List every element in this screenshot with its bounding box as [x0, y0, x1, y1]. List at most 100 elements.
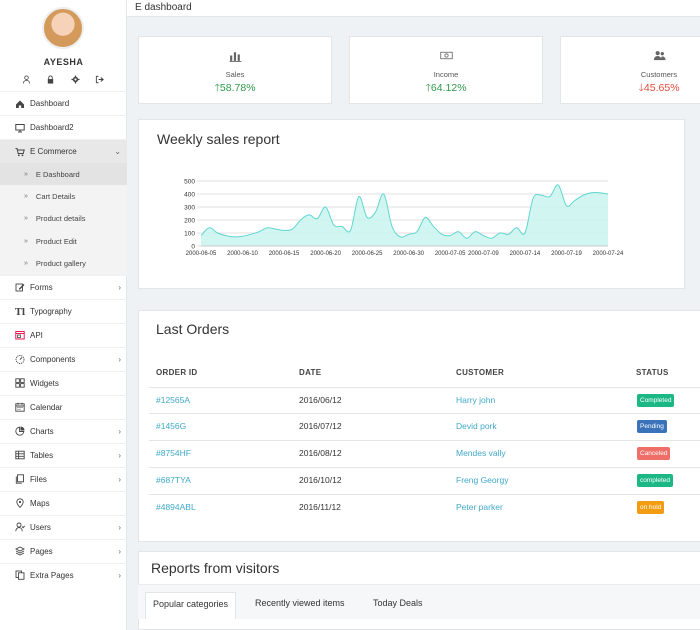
customer-link[interactable]: Peter parker: [456, 502, 503, 512]
sales-title: Weekly sales report: [157, 131, 280, 147]
stat-label: Customers: [640, 70, 678, 79]
submenu-item-label: Product details: [35, 214, 86, 224]
sidebar: AYESHA Dashboard Dashboard2 E Commerce ⌄ » E …: [0, 0, 127, 630]
submenu-item-e-dashboard[interactable]: » E Dashboard: [0, 163, 127, 186]
sidebar-item-e-commerce[interactable]: E Commerce ⌄: [0, 139, 127, 163]
order-date: 2016/08/12: [299, 448, 342, 458]
sidebar-item-typography[interactable]: Tl Typography: [0, 298, 127, 323]
tab-today-deals[interactable]: Today Deals: [373, 598, 423, 608]
order-date: 2016/06/12: [299, 395, 342, 405]
status-badge: on hold: [637, 501, 665, 514]
sidebar-item-users[interactable]: Users ›: [0, 514, 127, 539]
series-line: [200, 184, 609, 239]
submenu-item-product-edit[interactable]: » Product Edit: [0, 230, 127, 253]
chevron-right-icon: ›: [118, 570, 121, 580]
stat-value: 🡑64.12%: [425, 82, 467, 94]
y-tick-label: 500: [184, 179, 195, 186]
order-id-link[interactable]: #8754HF: [156, 448, 191, 458]
lock-icon[interactable]: [45, 73, 57, 85]
chevron-right-icon: ›: [118, 354, 121, 364]
sidebar-item-charts[interactable]: Charts ›: [0, 418, 127, 443]
submenu-item-label: Product Edit: [35, 236, 77, 246]
double-chevron-icon: »: [24, 193, 28, 201]
stat-value: 🡓45.65%: [638, 82, 680, 94]
stat-label: Sales: [225, 70, 245, 79]
order-date: 2016/11/12: [299, 502, 341, 512]
series-area: [201, 184, 608, 246]
y-tick-label: 300: [184, 205, 195, 212]
sidebar-item-files[interactable]: Files ›: [0, 466, 127, 491]
sidebar-item-label: Pages: [30, 546, 53, 556]
svg-text:Tl: Tl: [15, 308, 25, 316]
sidebar-item-extra-pages[interactable]: Extra Pages ›: [0, 562, 127, 587]
sidebar-item-api[interactable]: API: [0, 322, 127, 347]
order-date: 2016/07/12: [299, 421, 342, 431]
x-tick-label: 2000-06-25: [352, 251, 383, 257]
sidebar-item-forms[interactable]: Forms ›: [0, 274, 127, 299]
x-tick-label: 2000-07-09: [468, 251, 499, 257]
tab-popular-categories[interactable]: Popular categories: [145, 592, 237, 619]
sidebar-item-label: Extra Pages: [30, 570, 74, 580]
logout-icon[interactable]: [94, 73, 106, 85]
sidebar-item-pages[interactable]: Pages ›: [0, 538, 127, 563]
sidebar-item-components[interactable]: Components ›: [0, 346, 127, 371]
sidebar-item-dashboard2[interactable]: Dashboard2: [0, 115, 127, 139]
x-tick-label: 2000-07-05: [435, 251, 466, 257]
order-id-link[interactable]: #687TYA: [156, 475, 191, 485]
user-icon[interactable]: [20, 73, 32, 85]
sidebar-item-label: Tables: [30, 450, 54, 460]
col-header-order-id[interactable]: ORDER ID: [156, 368, 198, 377]
stat-card-sales: Sales 🡑58.78%: [138, 36, 332, 104]
money-icon: [350, 49, 542, 67]
sidebar-item-dashboard[interactable]: Dashboard: [0, 91, 127, 115]
col-header-date[interactable]: DATE: [299, 368, 322, 377]
order-id-link[interactable]: #12565A: [156, 395, 191, 405]
sidebar-item-label: Dashboard: [30, 99, 70, 108]
submenu-item-product-gallery[interactable]: » Product gallery: [0, 252, 127, 275]
page-title: E dashboard: [135, 2, 192, 13]
gear-icon[interactable]: [69, 73, 81, 85]
edit-icon: [14, 281, 26, 293]
tab-recently-viewed[interactable]: Recently viewed items: [255, 598, 345, 608]
user-actions: [20, 73, 106, 85]
chevron-right-icon: ›: [118, 282, 121, 292]
order-id-link[interactable]: #4894ABL: [156, 502, 196, 512]
double-chevron-icon: »: [24, 215, 28, 223]
submenu-item-label: E Dashboard: [35, 169, 80, 179]
users-icon: [561, 49, 700, 67]
topbar: E dashboard: [127, 0, 700, 17]
window-icon: [14, 329, 26, 341]
chevron-down-icon: ⌄: [114, 147, 121, 156]
chevron-right-icon: ›: [118, 474, 121, 484]
table-icon: [14, 449, 26, 461]
customer-link[interactable]: Freng Georgy: [456, 475, 509, 485]
calendar-icon: [14, 401, 26, 413]
map-pin-icon: [14, 497, 26, 509]
col-header-customer[interactable]: CUSTOMER: [456, 368, 505, 377]
sidebar-item-label: Files: [30, 474, 47, 484]
submenu-item-product-details[interactable]: » Product details: [0, 207, 127, 231]
x-tick-label: 2000-06-10: [227, 251, 258, 257]
home-icon: [14, 98, 26, 110]
customer-link[interactable]: Mendes vally: [456, 448, 506, 458]
layers-icon: [14, 545, 26, 557]
order-id-link[interactable]: #1456G: [156, 421, 187, 431]
sidebar-item-tables[interactable]: Tables ›: [0, 442, 127, 467]
sidebar-item-widgets[interactable]: Widgets: [0, 370, 127, 395]
row-divider: [149, 467, 700, 468]
gauge-icon: [14, 353, 26, 365]
bar-chart-icon: [139, 49, 331, 67]
col-header-status[interactable]: STATUS: [636, 368, 669, 377]
files-icon: [14, 473, 26, 485]
customer-link[interactable]: Devid pork: [456, 421, 497, 431]
x-tick-label: 2000-06-30: [393, 251, 424, 257]
sidebar-item-calendar[interactable]: Calendar: [0, 394, 127, 419]
submenu-item-cart-details[interactable]: » Cart Details: [0, 185, 127, 208]
avatar[interactable]: [42, 7, 84, 49]
customer-link[interactable]: Harry john: [456, 395, 496, 405]
x-tick-label: 2000-06-05: [186, 251, 217, 257]
sidebar-item-maps[interactable]: Maps: [0, 490, 127, 515]
y-tick-label: 200: [184, 218, 195, 225]
chevron-right-icon: ›: [118, 450, 121, 460]
row-divider: [149, 413, 700, 414]
